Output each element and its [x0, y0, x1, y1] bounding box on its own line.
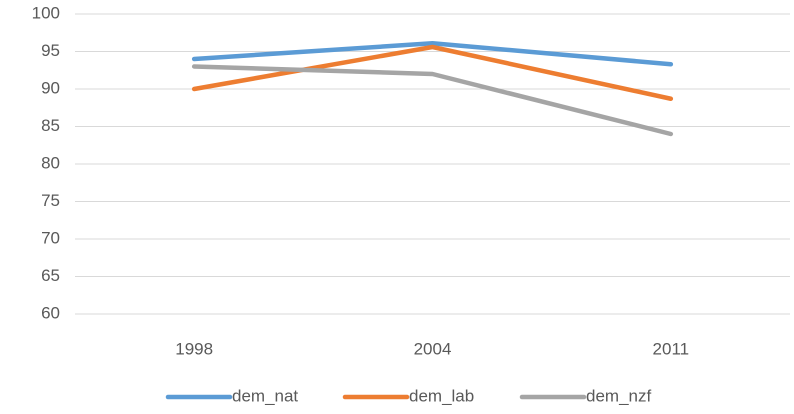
y-tick-label: 70 [41, 228, 60, 247]
series-line [191, 41, 674, 67]
x-tick-label: 2011 [653, 339, 690, 358]
y-tick-label: 60 [41, 303, 60, 322]
y-tick-label: 75 [41, 191, 60, 210]
legend-label: dem_nzf [586, 386, 651, 405]
y-tick-label: 65 [41, 266, 60, 285]
series-line [191, 64, 674, 137]
y-tick-label: 90 [41, 78, 60, 97]
y-tick-label: 95 [41, 41, 60, 60]
y-tick-label: 100 [32, 3, 60, 22]
y-tick-label: 80 [41, 153, 60, 172]
series-line [191, 44, 674, 101]
legend-label: dem_nat [232, 386, 298, 405]
legend-label: dem_lab [409, 386, 474, 405]
y-tick-label: 85 [41, 116, 60, 135]
x-tick-label: 2004 [414, 339, 452, 358]
x-tick-label: 1998 [175, 339, 213, 358]
